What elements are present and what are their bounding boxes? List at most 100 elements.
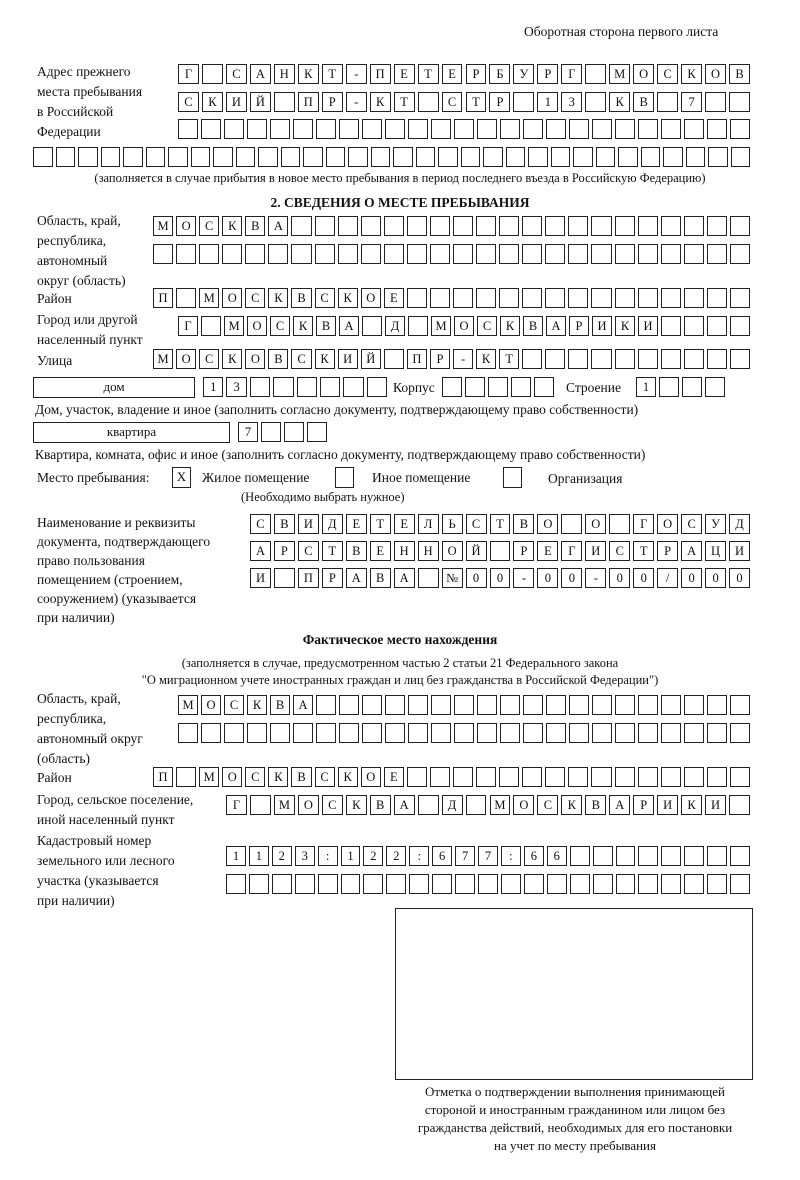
char-cell[interactable]: М [153, 349, 174, 369]
char-cell[interactable]: К [609, 92, 631, 112]
char-cell[interactable] [499, 244, 520, 264]
char-cell[interactable] [429, 244, 450, 264]
char-cell[interactable]: Т [499, 349, 520, 369]
char-cell[interactable]: П [297, 568, 319, 588]
char-cell[interactable]: К [561, 795, 583, 815]
char-cell[interactable]: 2 [271, 846, 292, 866]
char-cell[interactable] [453, 767, 474, 787]
char-cell[interactable]: : [500, 846, 521, 866]
char-cell[interactable]: Г [226, 795, 247, 815]
char-cell[interactable] [176, 244, 197, 264]
char-cell[interactable] [385, 695, 405, 715]
char-cell[interactable] [660, 349, 681, 369]
char-cell[interactable]: И [705, 795, 727, 815]
char-cell[interactable] [176, 288, 197, 308]
char-cell[interactable]: К [337, 767, 358, 787]
char-cell[interactable] [284, 422, 304, 442]
char-cell[interactable] [432, 874, 453, 894]
char-cell[interactable]: С [477, 316, 497, 336]
char-cell[interactable]: О [245, 349, 266, 369]
char-cell[interactable]: 2 [386, 846, 407, 866]
char-cell[interactable]: О [247, 316, 267, 336]
char-cell[interactable] [568, 216, 589, 236]
char-cell[interactable] [168, 147, 188, 167]
char-cell[interactable] [201, 316, 221, 336]
char-cell[interactable]: С [270, 316, 290, 336]
char-cell[interactable] [316, 723, 336, 743]
char-cell[interactable] [153, 244, 174, 264]
char-cell[interactable] [455, 874, 476, 894]
char-cell[interactable] [569, 119, 589, 139]
char-cell[interactable] [314, 216, 335, 236]
char-cell[interactable] [534, 377, 554, 397]
char-cell[interactable] [546, 119, 566, 139]
char-cell[interactable] [568, 244, 589, 264]
char-cell[interactable]: Т [393, 92, 415, 112]
char-cell[interactable] [453, 288, 474, 308]
char-cell[interactable] [460, 147, 480, 167]
char-cell[interactable] [314, 244, 335, 264]
char-cell[interactable] [569, 723, 589, 743]
char-cell[interactable]: А [250, 541, 271, 561]
char-cell[interactable] [224, 723, 244, 743]
char-cell[interactable] [683, 216, 704, 236]
char-cell[interactable] [545, 767, 566, 787]
char-cell[interactable] [489, 541, 511, 561]
char-cell[interactable]: Р [489, 92, 511, 112]
char-cell[interactable]: Р [657, 541, 679, 561]
char-cell[interactable]: 0 [537, 568, 559, 588]
char-cell[interactable] [592, 695, 612, 715]
char-cell[interactable]: П [153, 767, 174, 787]
char-cell[interactable] [523, 874, 544, 894]
char-cell[interactable] [683, 288, 704, 308]
char-cell[interactable] [363, 874, 384, 894]
char-cell[interactable]: 6 [432, 846, 453, 866]
char-cell[interactable] [660, 767, 681, 787]
char-cell[interactable]: Р [273, 541, 295, 561]
char-cell[interactable] [684, 723, 704, 743]
char-cell[interactable] [638, 723, 658, 743]
char-cell[interactable] [362, 119, 382, 139]
char-cell[interactable]: К [369, 92, 391, 112]
char-cell[interactable]: 1 [636, 377, 656, 397]
char-cell[interactable] [683, 349, 704, 369]
char-cell[interactable] [729, 795, 750, 815]
char-cell[interactable] [707, 316, 727, 336]
char-cell[interactable] [661, 119, 681, 139]
char-cell[interactable] [415, 147, 435, 167]
char-cell[interactable]: К [314, 349, 335, 369]
char-cell[interactable]: Е [393, 64, 415, 84]
char-cell[interactable] [684, 316, 704, 336]
char-cell[interactable]: О [360, 767, 381, 787]
char-cell[interactable]: К [476, 349, 497, 369]
char-cell[interactable]: В [523, 316, 543, 336]
char-cell[interactable] [615, 846, 636, 866]
char-cell[interactable]: К [500, 316, 520, 336]
char-cell[interactable] [707, 874, 728, 894]
char-cell[interactable] [615, 723, 635, 743]
char-cell[interactable]: Р [429, 349, 450, 369]
char-cell[interactable] [453, 216, 474, 236]
char-cell[interactable]: С [250, 514, 271, 534]
char-cell[interactable] [307, 422, 327, 442]
char-cell[interactable]: Н [273, 64, 295, 84]
char-cell[interactable]: В [273, 514, 295, 534]
char-cell[interactable]: И [585, 541, 607, 561]
char-cell[interactable]: Е [345, 514, 367, 534]
char-cell[interactable]: М [489, 795, 511, 815]
char-cell[interactable] [592, 846, 613, 866]
char-cell[interactable]: 3 [294, 846, 315, 866]
char-cell[interactable]: Р [633, 795, 655, 815]
char-cell[interactable] [476, 767, 497, 787]
char-cell[interactable] [417, 795, 439, 815]
char-cell[interactable] [568, 349, 589, 369]
char-cell[interactable] [429, 288, 450, 308]
char-cell[interactable]: 0 [489, 568, 511, 588]
char-cell[interactable]: № [441, 568, 463, 588]
char-cell[interactable] [429, 767, 450, 787]
char-cell[interactable] [366, 377, 387, 397]
char-cell[interactable]: М [609, 64, 631, 84]
char-cell[interactable]: С [321, 795, 343, 815]
char-cell[interactable] [684, 874, 705, 894]
char-cell[interactable] [406, 216, 427, 236]
